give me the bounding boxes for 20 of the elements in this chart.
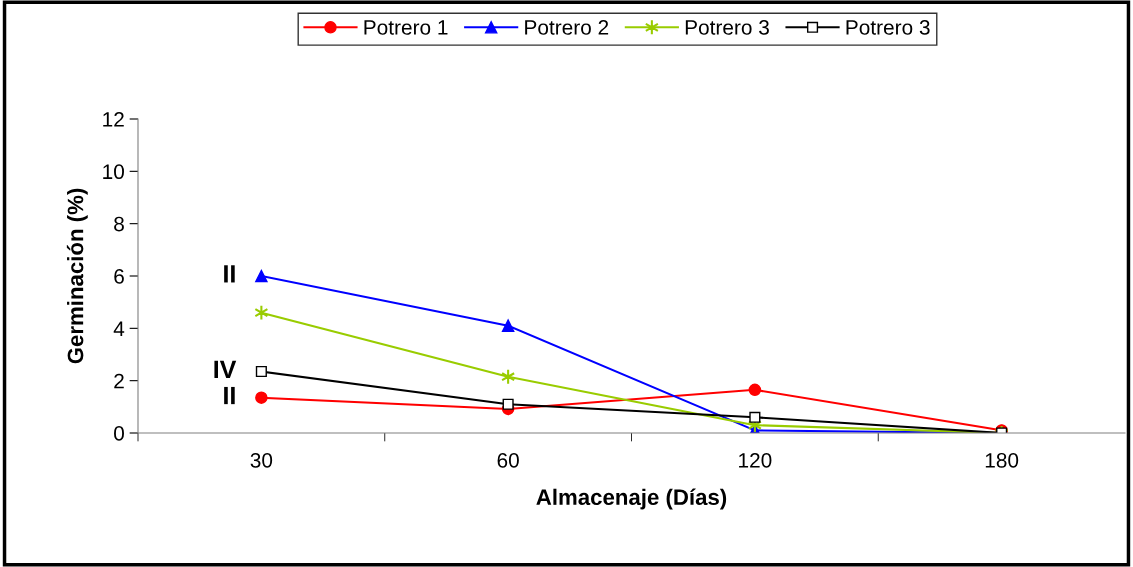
y-tick-label: 2: [114, 373, 124, 389]
y-tick-label: 4: [113, 321, 125, 336]
y-axis-title: Germinación (%): [66, 188, 88, 364]
legend-label: Potrero 1: [364, 20, 448, 35]
y-tick-label: 10: [103, 164, 124, 180]
y-tick-label: 6: [114, 269, 124, 284]
annotation: IV: [214, 360, 237, 378]
x-tick-label: 180: [985, 452, 1019, 468]
y-tick-label: 0: [114, 426, 124, 441]
legend-label: Potrero 3: [846, 20, 930, 35]
x-tick-label: 30: [250, 452, 273, 468]
x-tick-label: 60: [497, 452, 519, 468]
x-tick-label: 120: [739, 452, 772, 468]
y-tick-label: 8: [114, 216, 124, 232]
annotation: II: [224, 386, 235, 405]
legend-label: Potrero 3: [685, 20, 769, 35]
y-tick-label: 12: [103, 112, 124, 127]
x-axis-title: Almacenaje (Días): [536, 488, 727, 510]
annotation: II: [224, 265, 235, 283]
legend-label: Potrero 2: [525, 20, 609, 35]
